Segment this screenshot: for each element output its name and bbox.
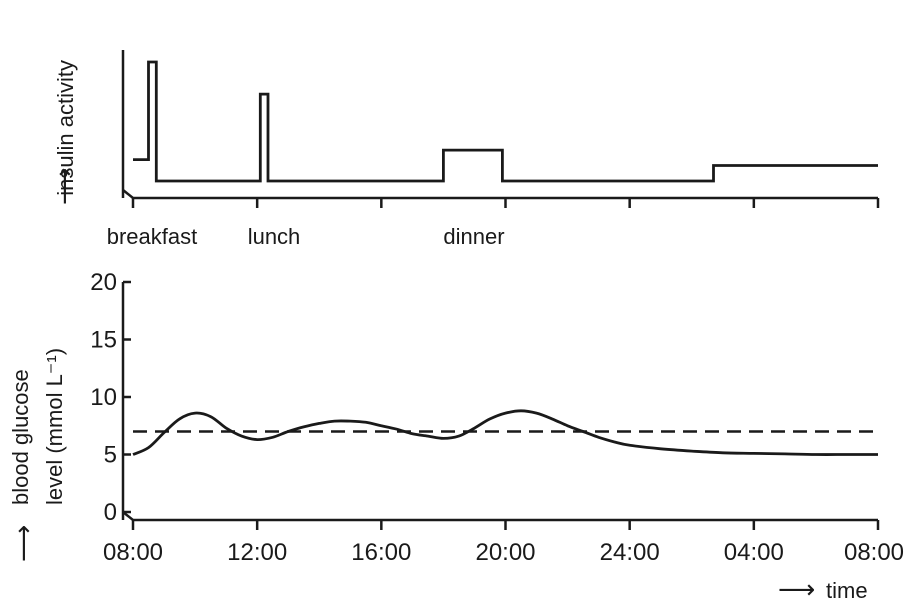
glucose-y-axis-title-line2: level (mmol L⁻¹) [42, 348, 67, 505]
glucose-y-tick-label-4: 20 [90, 269, 117, 296]
insulin-x-ticks [131, 198, 880, 208]
glucose-x-ticks: 08:00 12:00 16:00 20:00 24:00 04:00 08:00 [103, 520, 904, 566]
insulin-y-axis-title: insulin activity [53, 60, 78, 196]
glucose-y-tick-label-2: 10 [90, 384, 117, 411]
glucose-y-ticks: 0 5 10 15 20 [90, 269, 131, 526]
meal-label-lunch: lunch [248, 224, 301, 249]
insulin-panel: insulin activity ⟶ breakfast lunch dinne… [49, 50, 880, 249]
glucose-y-tick-label-0: 0 [104, 499, 117, 526]
glucose-y-tick-label-3: 15 [90, 327, 117, 354]
glucose-x-tick-label-2: 16:00 [351, 539, 411, 566]
insulin-x-axis [122, 189, 878, 200]
meal-label-dinner: dinner [443, 224, 504, 249]
glucose-y-axis-title-line1: blood glucose [8, 369, 33, 505]
glucose-x-axis [122, 511, 878, 522]
glucose-x-tick-label-4: 24:00 [600, 539, 660, 566]
glucose-x-tick-label-5: 04:00 [724, 539, 784, 566]
time-axis-title: time [826, 578, 868, 601]
time-arrow-icon: ⟶ [778, 574, 815, 601]
glucose-x-tick-label-0: 08:00 [103, 539, 163, 566]
glucose-series-line [132, 409, 878, 456]
insulin-arrow-icon: ⟶ [49, 168, 79, 205]
glucose-x-tick-label-3: 20:00 [475, 539, 535, 566]
meal-label-breakfast: breakfast [107, 224, 198, 249]
glucose-y-tick-label-1: 5 [104, 442, 117, 469]
insulin-activity-line [133, 60, 878, 183]
glucose-x-tick-label-6: 08:00 [844, 539, 904, 566]
glucose-arrow-icon: ⟶ [8, 525, 38, 562]
glucose-x-tick-label-1: 12:00 [227, 539, 287, 566]
